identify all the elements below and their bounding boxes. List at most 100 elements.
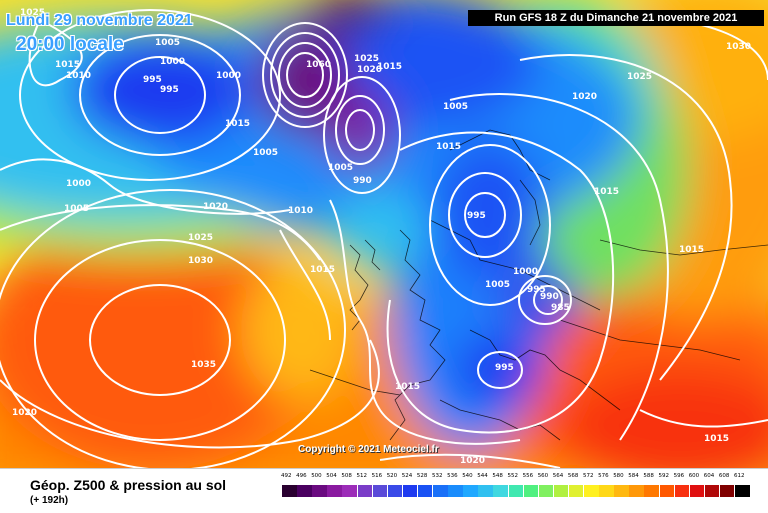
legend-value: 544 xyxy=(477,473,488,479)
isobar-label: 1015 xyxy=(594,187,619,197)
isobar-label: 1010 xyxy=(66,71,91,81)
legend-swatch xyxy=(719,485,735,497)
isobar-label: 1015 xyxy=(377,62,402,72)
legend-value: 576 xyxy=(598,473,609,479)
color-scale-legend: 492 496 500 504 508 512 516 520 524 528 532 536 540 5… xyxy=(281,473,752,503)
legend-swatch xyxy=(282,485,297,497)
legend-value: 568 xyxy=(567,473,579,479)
legend-swatch xyxy=(327,485,342,497)
isobar-label: 1030 xyxy=(188,256,213,266)
isobar-label: 1015 xyxy=(679,245,704,255)
lead-time: (+ 192h) xyxy=(30,495,69,506)
legend-value: 508 xyxy=(341,473,352,479)
legend-value: 552 xyxy=(507,473,519,479)
isobar-label: 1025 xyxy=(188,233,213,243)
legend-value: 532 xyxy=(432,473,443,479)
legend-swatch xyxy=(478,485,493,497)
legend-swatch xyxy=(704,485,720,497)
legend-value: 560 xyxy=(537,473,549,479)
isobar-label: 1025 xyxy=(20,8,45,18)
legend-swatch xyxy=(674,485,690,497)
legend-value: 500 xyxy=(311,473,322,479)
forecast-date: Lundi 29 novembre 2021 xyxy=(6,12,193,29)
isobar-label: 1005 xyxy=(485,280,510,290)
isobar-label: 995 xyxy=(467,211,486,221)
legend-value: 496 xyxy=(296,473,307,479)
legend-value: 580 xyxy=(613,473,624,479)
legend-swatch xyxy=(629,485,644,497)
isobar-label: 1035 xyxy=(191,360,216,370)
legend-value: 604 xyxy=(703,473,715,479)
legend-value: 504 xyxy=(326,473,337,479)
weather-map: 1025 1005 1000 1015 1010 995 995 1000 1060 1025 10… xyxy=(0,0,768,468)
legend-value: 564 xyxy=(552,473,564,479)
legend-swatch xyxy=(433,485,448,497)
isobar-label: 1005 xyxy=(443,102,468,112)
isobar-label: 1015 xyxy=(704,434,729,444)
legend-swatch xyxy=(387,485,403,497)
coastlines xyxy=(309,129,768,441)
isobar-label: 1030 xyxy=(726,42,751,52)
isobar-label: 1060 xyxy=(306,60,331,70)
legend-value: 528 xyxy=(416,473,428,479)
legend-value: 540 xyxy=(462,473,473,479)
legend-value: 556 xyxy=(522,473,534,479)
legend-value: 520 xyxy=(386,473,398,479)
copyright-notice: Copyright © 2021 Meteociel.fr xyxy=(298,444,439,455)
footer-bar: Géop. Z500 & pression au sol (+ 192h) 49… xyxy=(0,468,768,513)
isobar-label: 1000 xyxy=(513,267,538,277)
legend-swatch xyxy=(735,485,750,497)
run-info-banner: Run GFS 18 Z du Dimanche 21 novembre 202… xyxy=(468,10,764,26)
legend-swatch xyxy=(644,485,659,497)
legend-value: 572 xyxy=(583,473,594,479)
legend-swatch xyxy=(312,485,327,497)
legend-swatch xyxy=(342,485,357,497)
isobar-label: 1000 xyxy=(160,57,185,67)
legend-value: 600 xyxy=(688,473,700,479)
legend-swatch xyxy=(417,485,433,497)
legend-value: 592 xyxy=(658,473,670,479)
legend-swatch xyxy=(689,485,705,497)
legend-value: 608 xyxy=(718,473,730,479)
isobar-label: 1025 xyxy=(354,54,379,64)
isobar-label: 1015 xyxy=(310,265,335,275)
legend-value: 612 xyxy=(734,473,745,479)
legend-swatch xyxy=(508,485,524,497)
isobar-label: 1010 xyxy=(288,206,313,216)
isobar-label: 1005 xyxy=(155,38,180,48)
isobar-label: 1020 xyxy=(203,202,228,212)
isobar-label: 1025 xyxy=(627,72,652,82)
isobar-label: 1015 xyxy=(55,60,80,70)
isobar-label: 1015 xyxy=(225,119,250,129)
legend-swatch xyxy=(599,485,614,497)
isobar-label: 1005 xyxy=(328,163,353,173)
legend-value: 492 xyxy=(281,473,292,479)
isobar-label: 1015 xyxy=(436,142,461,152)
legend-value: 588 xyxy=(643,473,654,479)
legend-swatch xyxy=(357,485,373,497)
isobar-label: 995 xyxy=(160,85,179,95)
legend-swatch xyxy=(538,485,554,497)
isobar-label: 1005 xyxy=(64,204,89,214)
isobar-label: 1020 xyxy=(460,456,485,466)
legend-value: 536 xyxy=(447,473,458,479)
legend-swatch xyxy=(659,485,675,497)
legend-value: 584 xyxy=(628,473,639,479)
legend-value: 596 xyxy=(673,473,685,479)
isobar-label: 1000 xyxy=(66,179,91,189)
isobars xyxy=(0,9,768,468)
legend-swatch xyxy=(402,485,418,497)
legend-value: 516 xyxy=(371,473,383,479)
legend-value: 524 xyxy=(401,473,413,479)
isobar-label: 990 xyxy=(353,176,372,186)
isobar-label: 1000 xyxy=(216,71,241,81)
legend-swatch xyxy=(553,485,569,497)
legend-swatch xyxy=(614,485,629,497)
isobar-label: 1020 xyxy=(357,65,382,75)
legend-swatch xyxy=(463,485,478,497)
isobar-label: 995 xyxy=(527,285,546,295)
legend-swatch xyxy=(297,485,312,497)
isobar-label: 995 xyxy=(143,75,162,85)
